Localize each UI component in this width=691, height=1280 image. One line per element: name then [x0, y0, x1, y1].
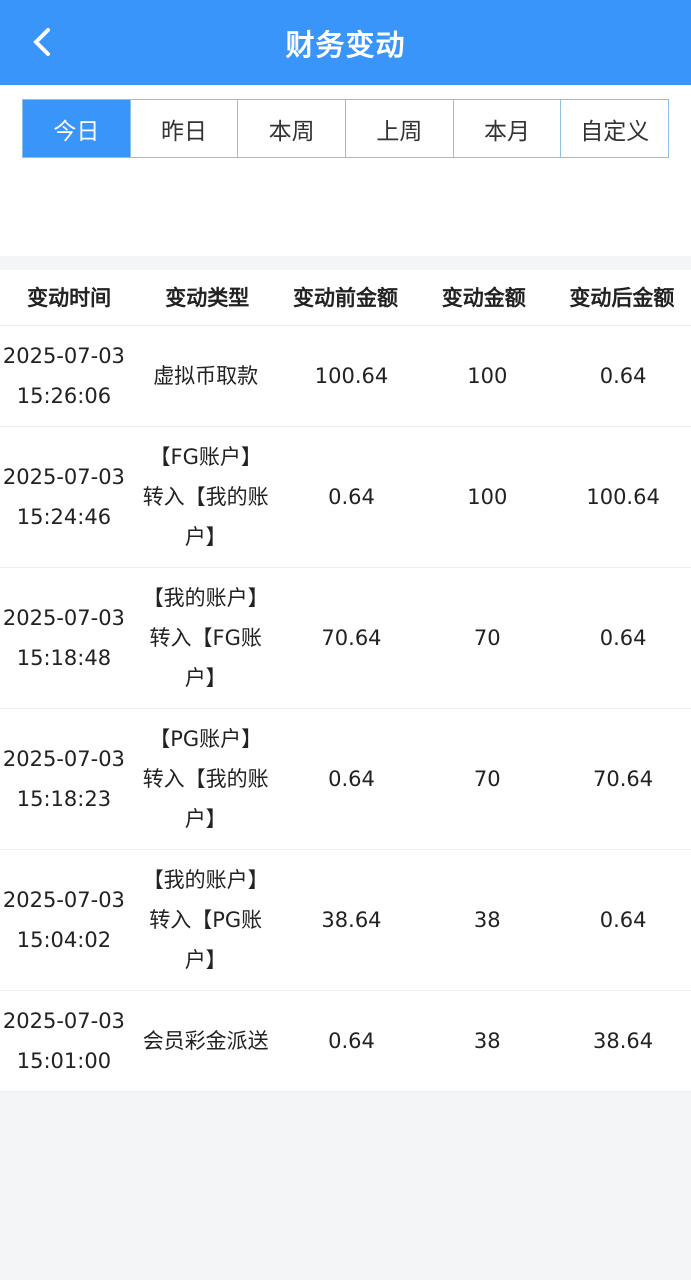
table-cell: 100.64 [586, 485, 660, 509]
column-header: 变动金额 [441, 285, 526, 310]
table-cell: 【FG账户】转入【我的账户】 [142, 445, 269, 549]
tab-0[interactable]: 今日 [23, 100, 130, 157]
tab-2[interactable]: 本周 [237, 100, 345, 157]
table-cell: 0.64 [599, 908, 647, 932]
table-cell: 0.64 [328, 1029, 375, 1053]
transactions-table: 变动时间 变动类型 变动前金额 变动金额 变动后金额 2025-07-03 15:26:… [0, 270, 691, 1092]
table-header: 变动时间 变动类型 变动前金额 变动金额 变动后金额 [0, 270, 691, 326]
chevron-left-icon[interactable] [26, 24, 62, 60]
table-cell: 38 [473, 908, 501, 932]
table-cell: 2025-07-03 15:24:46 [2, 465, 125, 529]
table-row: 2025-07-03 15:04:02 【我的账户】转入【PG账户】 38.64 38… [0, 850, 691, 991]
table-cell: 会员彩金派送 [142, 1029, 269, 1053]
page-title: 财务变动 [285, 27, 406, 62]
table-row: 2025-07-03 15:26:06 虚拟币取款 100.64 100 0.64 [0, 326, 691, 427]
table-cell: 2025-07-03 15:18:48 [2, 606, 125, 670]
date-range-tabs: 今日 昨日 本周 上周 本月 自定义 [22, 99, 669, 158]
app-header: 财务变动 [0, 0, 691, 85]
tab-4[interactable]: 本月 [452, 100, 561, 157]
table-cell: 2025-07-03 15:26:06 [2, 344, 125, 408]
tab-1[interactable]: 昨日 [129, 100, 238, 157]
table-cell: 【PG账户】转入【我的账户】 [142, 727, 269, 831]
table-row: 2025-07-03 15:18:48 【我的账户】转入【FG账户】 70.64 70… [0, 568, 691, 709]
table-cell: 2025-07-03 15:04:02 [2, 888, 125, 952]
table-cell: 0.64 [599, 364, 647, 388]
table-row: 2025-07-03 15:18:23 【PG账户】转入【我的账户】 0.64 70 7… [0, 709, 691, 850]
column-header: 变动类型 [165, 285, 250, 310]
table-row: 2025-07-03 15:24:46 【FG账户】转入【我的账户】 0.64 100… [0, 427, 691, 568]
table-cell: 2025-07-03 15:01:00 [2, 1009, 125, 1073]
column-header: 变动前金额 [293, 285, 398, 310]
table-cell: 0.64 [328, 767, 375, 791]
table-cell: 38 [473, 1029, 501, 1053]
table-cell: 【我的账户】转入【FG账户】 [142, 586, 269, 690]
table-cell: 70.64 [593, 767, 654, 791]
table-cell: 38.64 [321, 908, 382, 932]
table-row: 2025-07-03 15:01:00 会员彩金派送 0.64 38 38.64 [0, 991, 691, 1092]
table-cell: 2025-07-03 15:18:23 [2, 747, 125, 811]
table-cell: 100 [467, 485, 508, 509]
table-cell: 虚拟币取款 [153, 364, 259, 388]
tab-3[interactable]: 上周 [345, 100, 453, 157]
table-cell: 0.64 [328, 485, 375, 509]
column-header: 变动后金额 [569, 285, 675, 310]
table-cell: 70 [473, 767, 501, 791]
table-cell: 70.64 [321, 626, 382, 650]
table-cell: 100.64 [314, 364, 389, 388]
table-cell: 0.64 [599, 626, 647, 650]
table-cell: 100 [467, 364, 508, 388]
table-cell: 70 [473, 626, 501, 650]
column-header: 变动时间 [27, 285, 112, 310]
table-cell: 【我的账户】转入【PG账户】 [142, 868, 269, 972]
tab-5[interactable]: 自定义 [560, 100, 668, 157]
table-cell: 38.64 [593, 1029, 654, 1053]
